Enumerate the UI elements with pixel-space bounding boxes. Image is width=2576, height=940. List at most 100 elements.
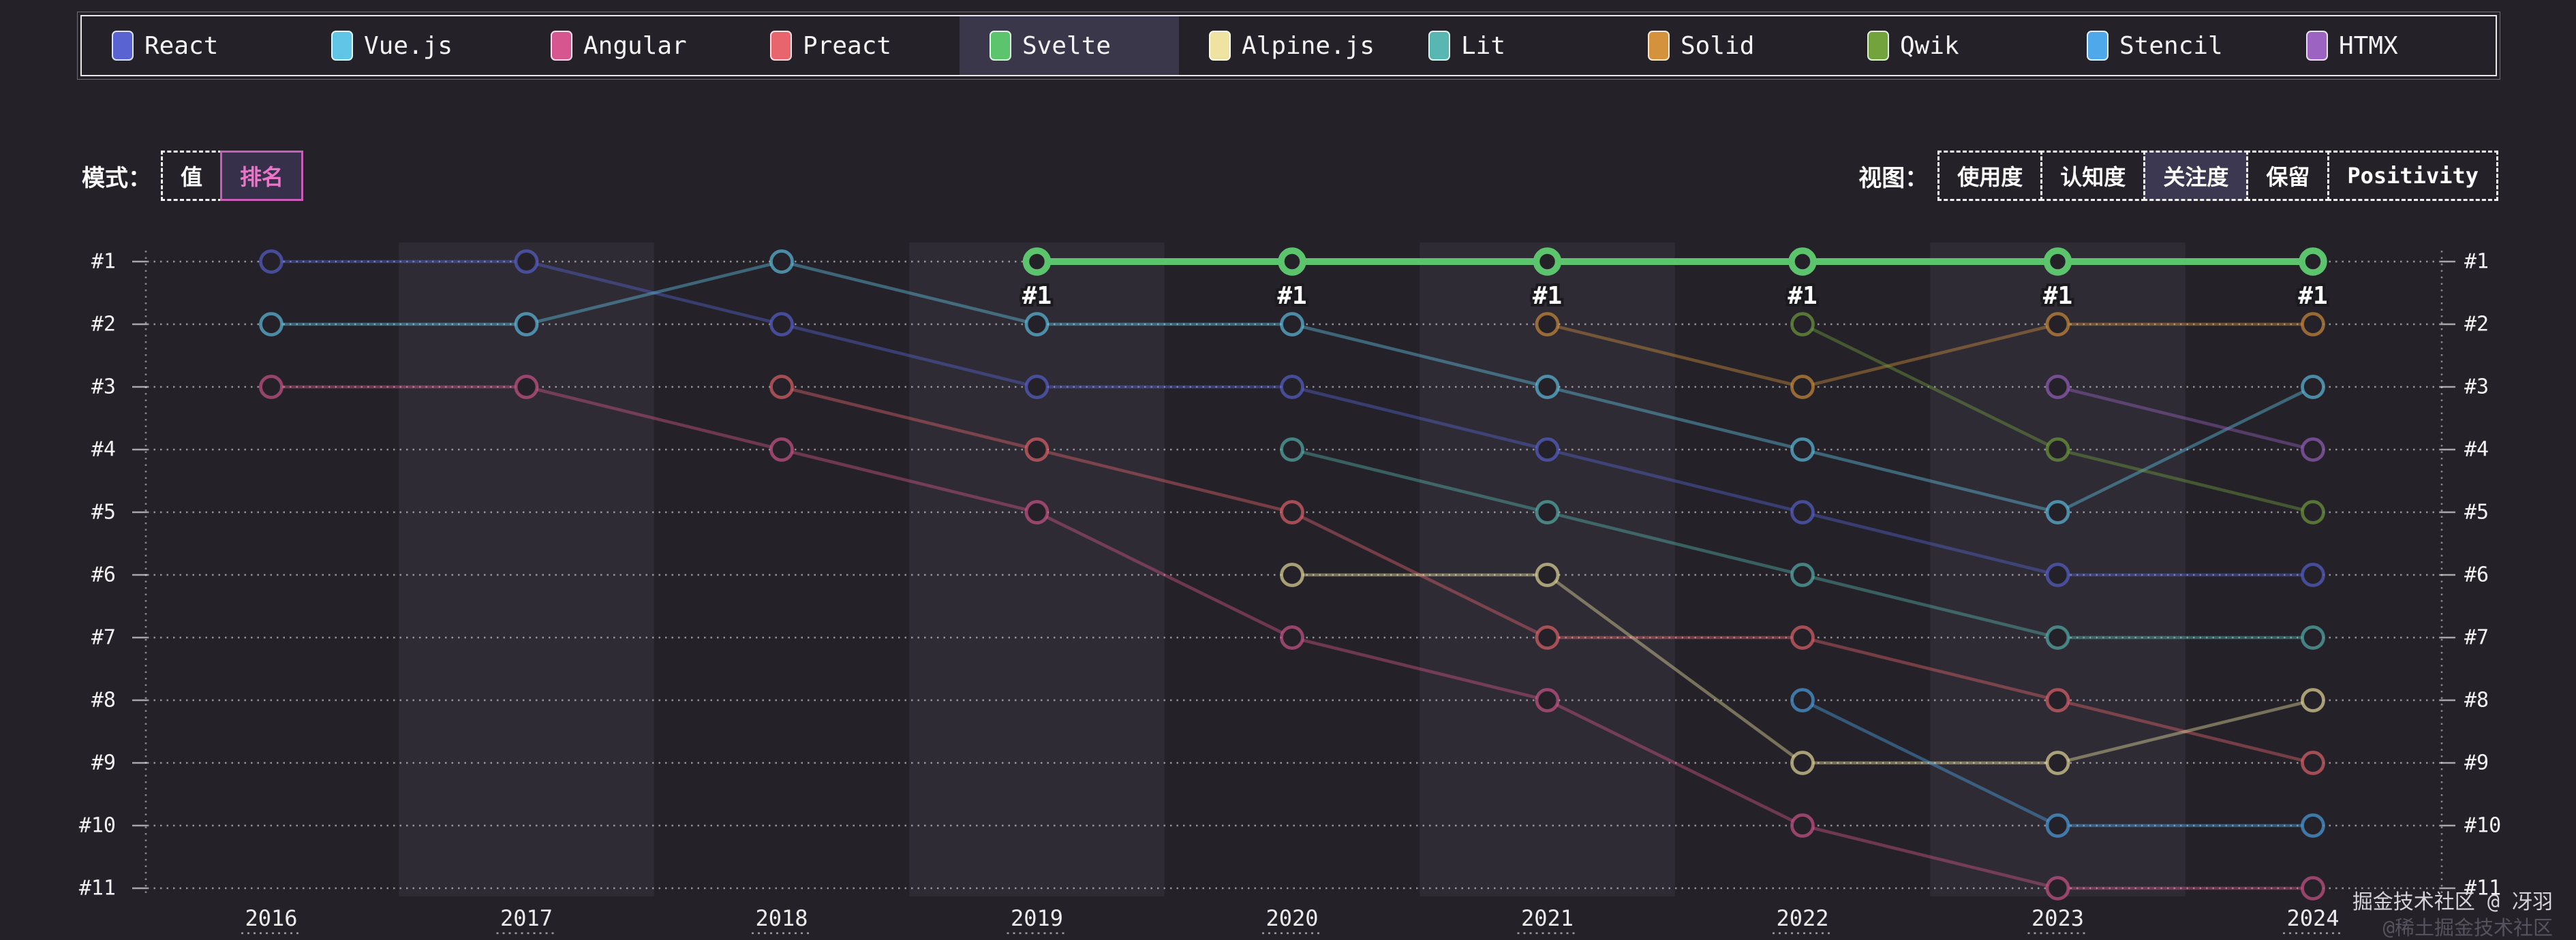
x-axis-label-2018[interactable]: 2018 xyxy=(755,905,808,931)
point-react-2023[interactable] xyxy=(2045,563,2070,587)
point-vue-js-2023[interactable] xyxy=(2045,500,2070,524)
point-rank-label: #1 xyxy=(1277,282,1306,310)
legend-item-vue-js[interactable]: Vue.js xyxy=(301,16,521,75)
point-alpine-js-2021[interactable] xyxy=(1535,563,1560,587)
point-qwik-2022[interactable] xyxy=(1790,312,1815,336)
point-stencil-2024[interactable] xyxy=(2301,813,2325,838)
point-lit-2024[interactable] xyxy=(2301,625,2325,650)
point-htmx-2024[interactable] xyxy=(2301,437,2325,462)
point-preact-2024[interactable] xyxy=(2301,751,2325,775)
point-stencil-2022[interactable] xyxy=(1790,688,1815,712)
point-preact-2020[interactable] xyxy=(1280,500,1304,524)
point-svelte-2020[interactable] xyxy=(1278,247,1306,276)
point-react-2019[interactable] xyxy=(1024,375,1049,399)
band-2019 xyxy=(909,242,1165,896)
point-solid-2023[interactable] xyxy=(2045,312,2070,336)
point-react-2016[interactable] xyxy=(259,249,283,274)
point-react-2017[interactable] xyxy=(514,249,539,274)
view-button-group: 使用度 认知度 关注度 保留 Positivity xyxy=(1937,151,2498,201)
point-angular-2019[interactable] xyxy=(1024,500,1049,524)
point-alpine-js-2023[interactable] xyxy=(2045,751,2070,775)
x-axis-label-2024[interactable]: 2024 xyxy=(2286,905,2339,931)
point-lit-2023[interactable] xyxy=(2045,625,2070,650)
x-axis-label-2016[interactable]: 2016 xyxy=(245,905,297,931)
point-react-2021[interactable] xyxy=(1535,437,1560,462)
point-angular-2022[interactable] xyxy=(1790,813,1815,838)
y-axis-label-left: #4 xyxy=(91,438,116,462)
point-preact-2023[interactable] xyxy=(2045,688,2070,712)
point-alpine-js-2024[interactable] xyxy=(2301,688,2325,712)
point-qwik-2023[interactable] xyxy=(2045,437,2070,462)
point-svelte-2021[interactable] xyxy=(1533,247,1562,276)
point-lit-2020[interactable] xyxy=(1280,437,1304,462)
point-angular-2021[interactable] xyxy=(1535,688,1560,712)
x-axis-label-2019[interactable]: 2019 xyxy=(1011,905,1063,931)
legend-item-preact[interactable]: Preact xyxy=(740,16,960,75)
point-angular-2024[interactable] xyxy=(2301,876,2325,900)
point-solid-2024[interactable] xyxy=(2301,312,2325,336)
point-preact-2022[interactable] xyxy=(1790,625,1815,650)
point-svelte-2024[interactable] xyxy=(2299,247,2327,276)
point-svelte-2022[interactable] xyxy=(1788,247,1817,276)
y-axis-label-right: #6 xyxy=(2464,563,2489,587)
point-vue-js-2022[interactable] xyxy=(1790,437,1815,462)
view-label: 视图： xyxy=(1858,164,1929,192)
highlight-series-svelte: #1 #1 #1 #1 #1 #1 xyxy=(1019,247,2331,313)
point-preact-2018[interactable] xyxy=(769,375,794,399)
point-angular-2017[interactable] xyxy=(514,375,539,399)
mode-option-1[interactable]: 排名 xyxy=(220,151,304,201)
legend-item-solid[interactable]: Solid xyxy=(1618,16,1837,75)
watermark-line1: 掘金技术社区 @ 冴羽 xyxy=(2352,890,2553,914)
point-react-2018[interactable] xyxy=(769,312,794,336)
view-option-2[interactable]: 关注度 xyxy=(2143,151,2249,201)
point-preact-2019[interactable] xyxy=(1024,437,1049,462)
point-svelte-2023[interactable] xyxy=(2043,247,2072,276)
legend-item-stencil[interactable]: Stencil xyxy=(2057,16,2276,75)
point-alpine-js-2022[interactable] xyxy=(1790,751,1815,775)
x-axis-label-2021[interactable]: 2021 xyxy=(1521,905,1574,931)
point-react-2022[interactable] xyxy=(1790,500,1815,524)
point-svelte-2019[interactable] xyxy=(1022,247,1052,276)
legend-item-label: React xyxy=(144,31,219,60)
point-vue-js-2016[interactable] xyxy=(259,312,283,336)
point-solid-2021[interactable] xyxy=(1535,312,1560,336)
point-vue-js-2017[interactable] xyxy=(514,312,539,336)
legend-item-react[interactable]: React xyxy=(82,16,301,75)
preact-swatch-icon xyxy=(770,31,792,61)
point-vue-js-2020[interactable] xyxy=(1280,312,1304,336)
controls-row: 模式： 值排名 视图： 使用度 认知度 关注度 保留 Positivity xyxy=(82,148,2498,203)
legend-item-qwik[interactable]: Qwik xyxy=(1837,16,2057,75)
point-vue-js-2024[interactable] xyxy=(2301,375,2325,399)
point-react-2020[interactable] xyxy=(1280,375,1304,399)
point-angular-2018[interactable] xyxy=(769,437,794,462)
view-option-4[interactable]: Positivity xyxy=(2327,151,2498,201)
x-axis-label-2020[interactable]: 2020 xyxy=(1266,905,1318,931)
alpine-js-swatch-icon xyxy=(1209,31,1231,61)
point-preact-2021[interactable] xyxy=(1535,625,1560,650)
x-axis-label-2022[interactable]: 2022 xyxy=(1776,905,1828,931)
point-vue-js-2019[interactable] xyxy=(1024,312,1049,336)
legend-item-angular[interactable]: Angular xyxy=(521,16,740,75)
legend-item-svelte[interactable]: Svelte xyxy=(960,16,1179,75)
legend-item-lit[interactable]: Lit xyxy=(1398,16,1618,75)
legend-item-htmx[interactable]: HTMX xyxy=(2276,16,2496,75)
point-alpine-js-2020[interactable] xyxy=(1280,563,1304,587)
point-angular-2020[interactable] xyxy=(1280,625,1304,650)
legend-item-alpine-js[interactable]: Alpine.js xyxy=(1179,16,1398,75)
x-axis-label-2017[interactable]: 2017 xyxy=(500,905,553,931)
point-react-2024[interactable] xyxy=(2301,563,2325,587)
point-stencil-2023[interactable] xyxy=(2045,813,2070,838)
point-lit-2022[interactable] xyxy=(1790,563,1815,587)
point-vue-js-2021[interactable] xyxy=(1535,375,1560,399)
point-qwik-2024[interactable] xyxy=(2301,500,2325,524)
point-angular-2023[interactable] xyxy=(2045,876,2070,900)
point-angular-2016[interactable] xyxy=(259,375,283,399)
y-axis-label-right: #1 xyxy=(2464,250,2489,274)
x-axis-label-2023[interactable]: 2023 xyxy=(2031,905,2084,931)
mode-option-0[interactable]: 值 xyxy=(161,151,223,201)
point-htmx-2023[interactable] xyxy=(2045,375,2070,399)
point-lit-2021[interactable] xyxy=(1535,500,1560,524)
point-solid-2022[interactable] xyxy=(1790,375,1815,399)
point-vue-js-2018[interactable] xyxy=(769,249,794,274)
